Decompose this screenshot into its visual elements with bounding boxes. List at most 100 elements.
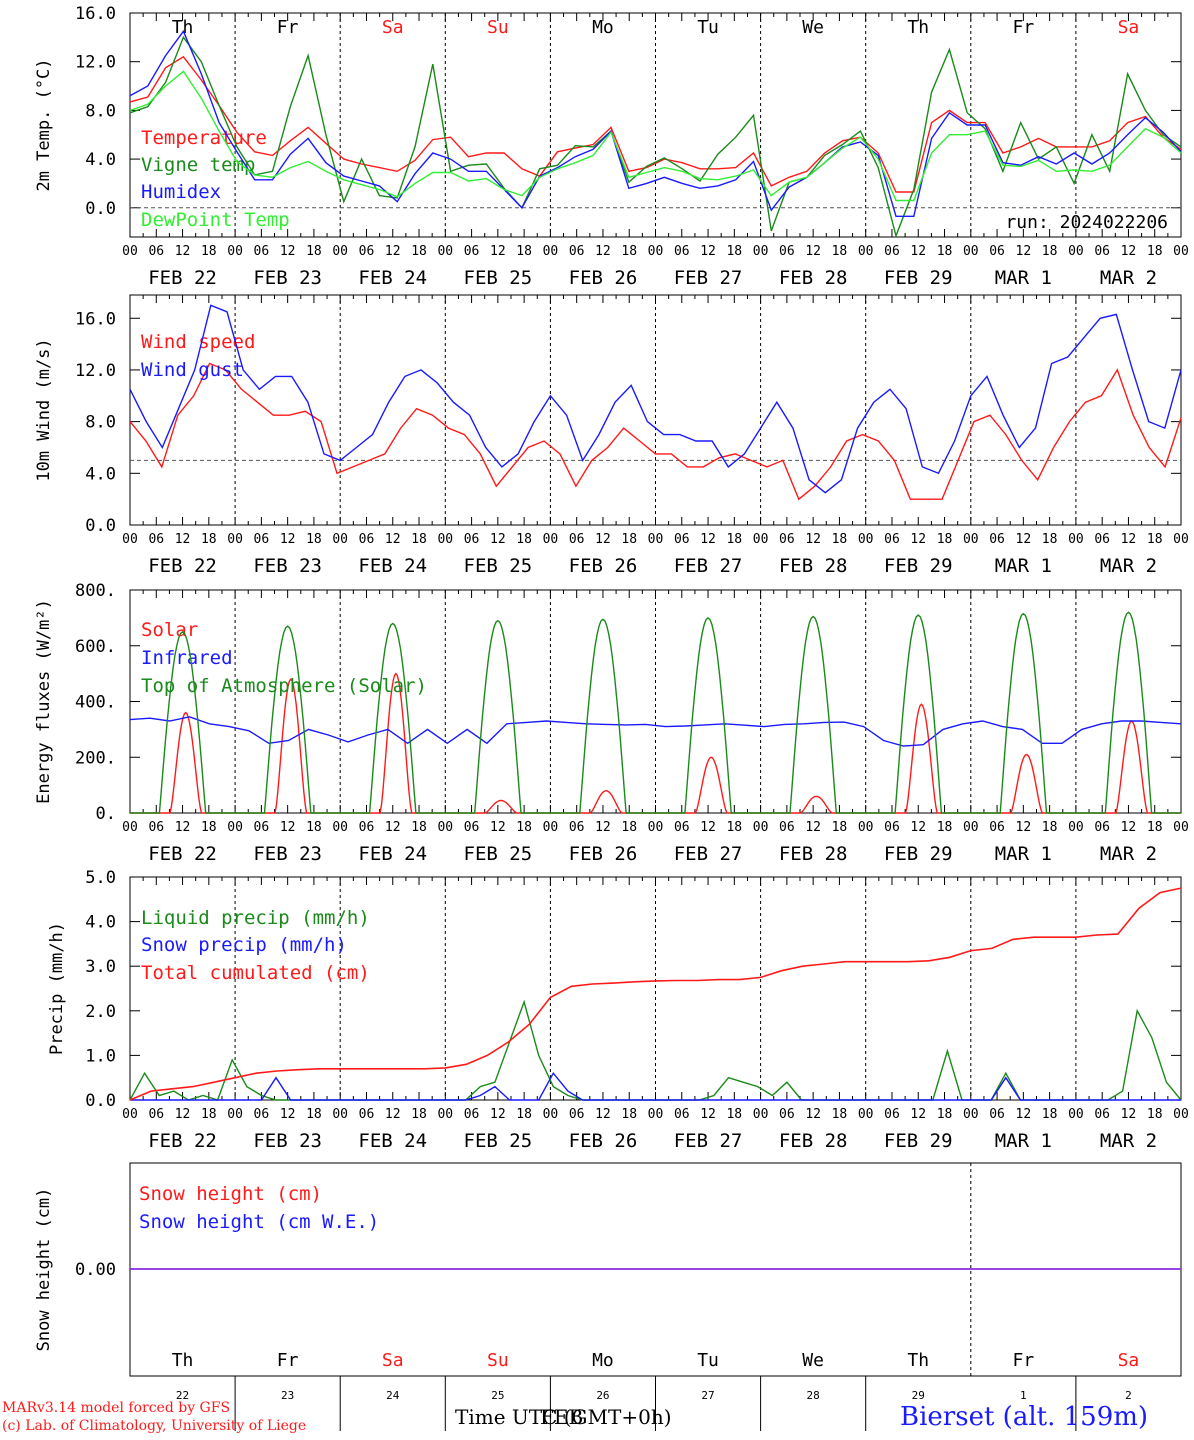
y-axis-label: Precip (mm/h) (47, 922, 67, 1055)
hour-label: 06 (359, 1107, 375, 1122)
hour-label: 18 (937, 532, 953, 547)
hour-label: 18 (726, 244, 742, 259)
time-axis-overprint: FEB (540, 1405, 584, 1429)
hour-label: 00 (543, 532, 559, 547)
hour-label: 12 (175, 532, 191, 547)
hour-label: 12 (1121, 1107, 1137, 1122)
hour-label: 00 (437, 820, 453, 835)
hour-label: 12 (280, 244, 296, 259)
hour-label: 00 (1068, 1107, 1084, 1122)
hour-label: 00 (227, 1107, 243, 1122)
date-label: FEB 28 (779, 267, 848, 289)
hour-label: 06 (674, 1107, 690, 1122)
hour-label: 12 (700, 1107, 716, 1122)
hour-label: 06 (989, 820, 1005, 835)
date-label: FEB 26 (569, 267, 638, 289)
date-label: FEB 22 (148, 267, 217, 289)
hour-label: 00 (543, 1107, 559, 1122)
hour-label: 00 (227, 244, 243, 259)
hour-label: 00 (753, 820, 769, 835)
hour-label: 06 (148, 532, 164, 547)
y-tick-label: 4.0 (85, 150, 116, 170)
hour-label: 18 (306, 532, 322, 547)
hour-label: 12 (1016, 532, 1032, 547)
hour-label: 00 (1173, 244, 1189, 259)
hour-label: 12 (1016, 820, 1032, 835)
hour-label: 18 (516, 820, 532, 835)
model-line: MARv3.14 model forced by GFS (2, 1400, 231, 1416)
hour-label: 12 (385, 244, 401, 259)
hour-label: 00 (963, 244, 979, 259)
hour-label: 18 (937, 244, 953, 259)
hour-label: 00 (332, 532, 348, 547)
y-tick-label: 12.0 (75, 361, 116, 381)
y-tick-label: 3.0 (85, 957, 116, 977)
hour-label: 18 (1147, 820, 1163, 835)
y-tick-label: 200. (75, 748, 116, 768)
weekday-label: Sa (382, 17, 404, 38)
hour-label: 18 (306, 820, 322, 835)
hour-label: 18 (1147, 532, 1163, 547)
y-tick-label: 8.0 (85, 413, 116, 433)
weekday-label: Mo (592, 1350, 614, 1371)
y-tick-label: 4.0 (85, 464, 116, 484)
weekday-label: Mo (592, 17, 614, 38)
hour-label: 06 (1094, 820, 1110, 835)
hour-label: 06 (779, 1107, 795, 1122)
panel-4: 5.0 4.0 3.0 2.0 1.0 0.0 Precip (mm/h) 00 06 12 18 F… (47, 868, 1189, 1152)
weekday-label: Fr (277, 17, 299, 38)
y-tick-label: 0. (96, 804, 116, 824)
hour-label: 18 (1042, 244, 1058, 259)
hour-label: 12 (910, 244, 926, 259)
hour-label: 00 (858, 244, 874, 259)
weekday-label: Th (907, 1350, 929, 1371)
date-label: MAR 1 (995, 555, 1052, 577)
hour-label: 00 (227, 532, 243, 547)
hour-label: 00 (1068, 244, 1084, 259)
time-axis-label: Time UTC (GMT+0h) (455, 1405, 672, 1429)
hour-label: 06 (359, 820, 375, 835)
hour-label: 12 (595, 1107, 611, 1122)
hour-label: 12 (1121, 244, 1137, 259)
hour-label: 18 (621, 532, 637, 547)
date-label: FEB 24 (358, 267, 427, 289)
date-label: FEB 25 (464, 555, 533, 577)
day-number: 22 (176, 1389, 189, 1402)
date-label: FEB 27 (674, 1130, 743, 1152)
hour-label: 12 (805, 1107, 821, 1122)
hour-label: 00 (332, 820, 348, 835)
hour-label: 12 (1016, 244, 1032, 259)
series-line-blue (130, 1071, 1181, 1101)
weekday-label: Th (907, 17, 929, 38)
hour-label: 12 (175, 1107, 191, 1122)
hour-label: 06 (674, 244, 690, 259)
series-line-lightgreen (129, 70, 1182, 202)
date-label: MAR 1 (995, 843, 1052, 865)
date-label: MAR 2 (1100, 843, 1157, 865)
legend-green: Vigne temp (141, 154, 255, 176)
hour-label: 00 (648, 532, 664, 547)
hour-label: 12 (385, 1107, 401, 1122)
hour-label: 18 (1042, 1107, 1058, 1122)
hour-label: 18 (832, 532, 848, 547)
hour-label: 00 (648, 1107, 664, 1122)
station-name: Bierset (alt. 159m) (900, 1402, 1149, 1432)
hour-label: 18 (411, 820, 427, 835)
hour-label: 12 (490, 244, 506, 259)
date-label: FEB 29 (884, 1130, 953, 1152)
hour-label: 00 (858, 820, 874, 835)
series-line-blue (129, 29, 1182, 217)
hour-label: 06 (989, 532, 1005, 547)
hour-label: 18 (621, 820, 637, 835)
hour-label: 06 (674, 532, 690, 547)
hour-label: 00 (122, 532, 138, 547)
legend-red: Wind speed (141, 331, 255, 353)
hour-label: 00 (543, 820, 559, 835)
day-number: 29 (912, 1389, 925, 1402)
date-label: FEB 28 (779, 555, 848, 577)
hour-label: 12 (910, 532, 926, 547)
y-axis-label: 10m Wind (m/s) (34, 338, 54, 481)
hour-label: 00 (963, 532, 979, 547)
y-tick-label: 400. (75, 693, 116, 713)
date-label: FEB 27 (674, 555, 743, 577)
